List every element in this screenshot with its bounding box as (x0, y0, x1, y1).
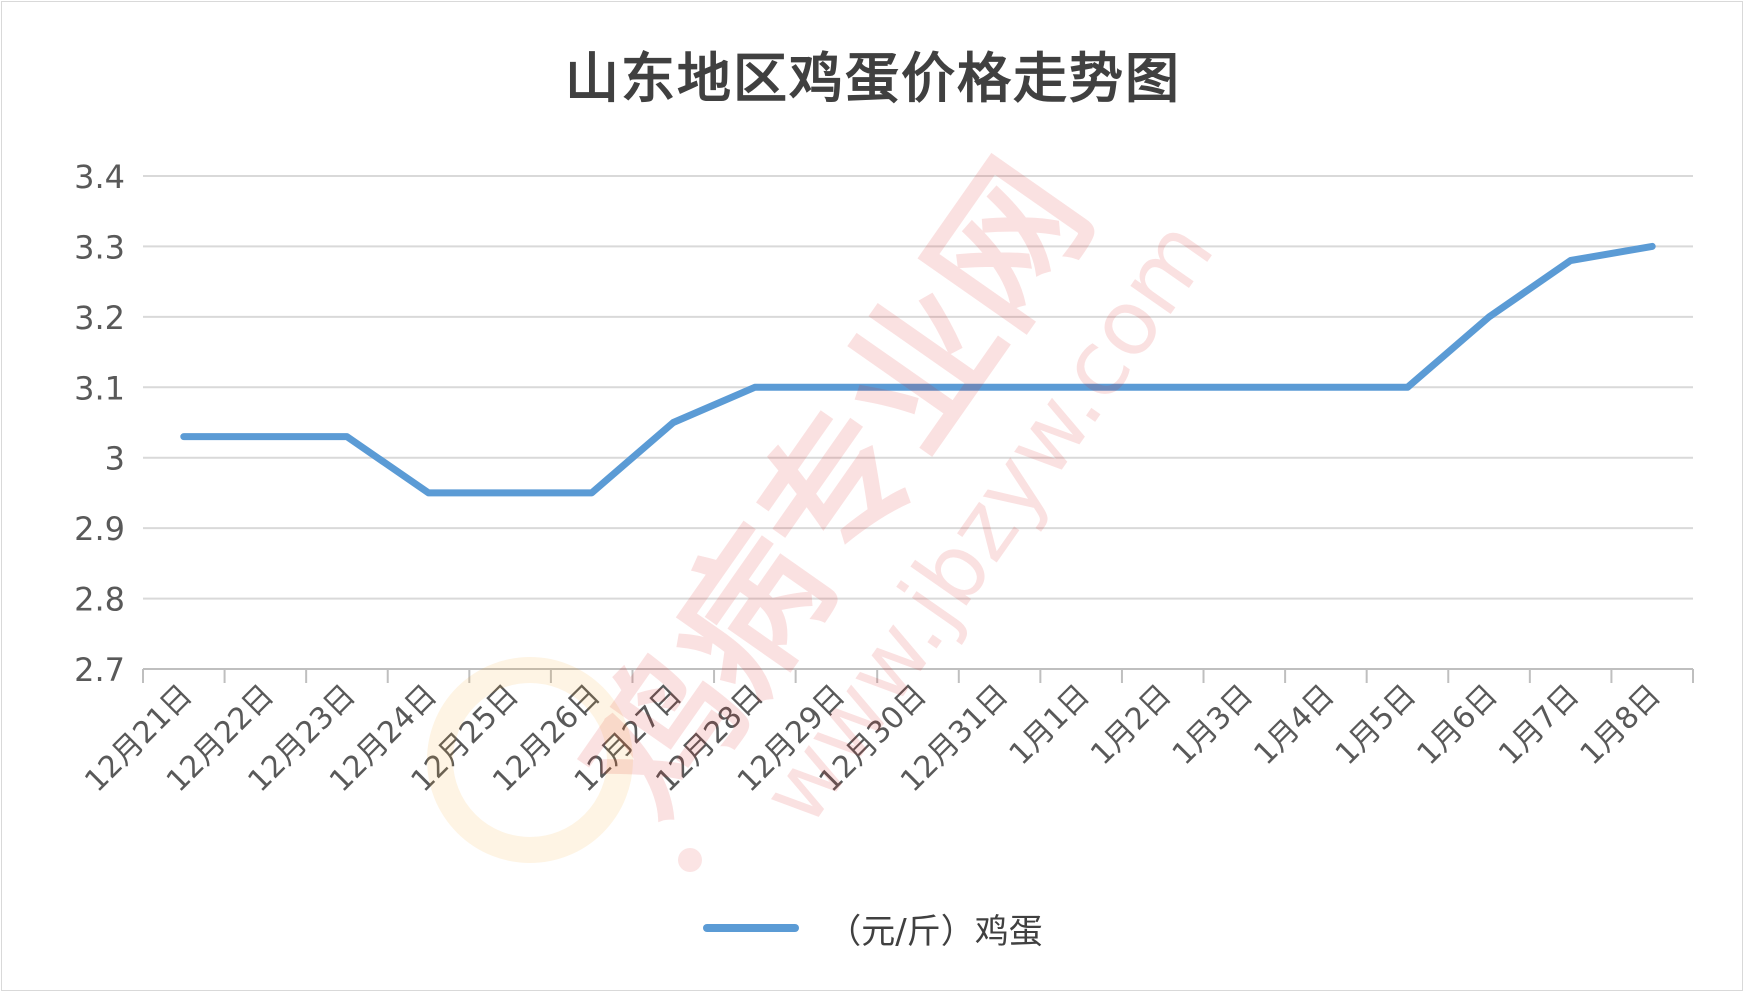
chart-title: 山东地区鸡蛋价格走势图 (565, 47, 1181, 110)
legend: （元/斤）鸡蛋 (0, 903, 1746, 953)
y-tick-label: 3.1 (74, 369, 125, 407)
x-tick-label: 1月1日 (1003, 678, 1097, 772)
x-tick-label: 1月8日 (1574, 678, 1668, 772)
y-tick-label: 2.7 (74, 651, 125, 689)
x-tick-label: 1月6日 (1411, 678, 1505, 772)
legend-label: （元/斤）鸡蛋 (827, 911, 1043, 952)
y-tick-label: 2.9 (74, 510, 125, 548)
y-tick-label: 3.3 (74, 228, 125, 266)
x-tick-label: 1月3日 (1166, 678, 1260, 772)
y-tick-label: 3.4 (74, 158, 125, 196)
y-tick-label: 3 (105, 440, 125, 478)
legend-line-swatch (703, 924, 800, 932)
x-tick-label: 1月5日 (1329, 678, 1423, 772)
series-line (180, 242, 1656, 497)
x-tick-label: 1月7日 (1492, 678, 1586, 772)
y-tick-label: 3.2 (74, 299, 125, 337)
y-tick-label: 2.8 (74, 581, 125, 619)
x-tick-label: 1月4日 (1247, 678, 1341, 772)
x-tick-label: 1月2日 (1084, 678, 1178, 772)
